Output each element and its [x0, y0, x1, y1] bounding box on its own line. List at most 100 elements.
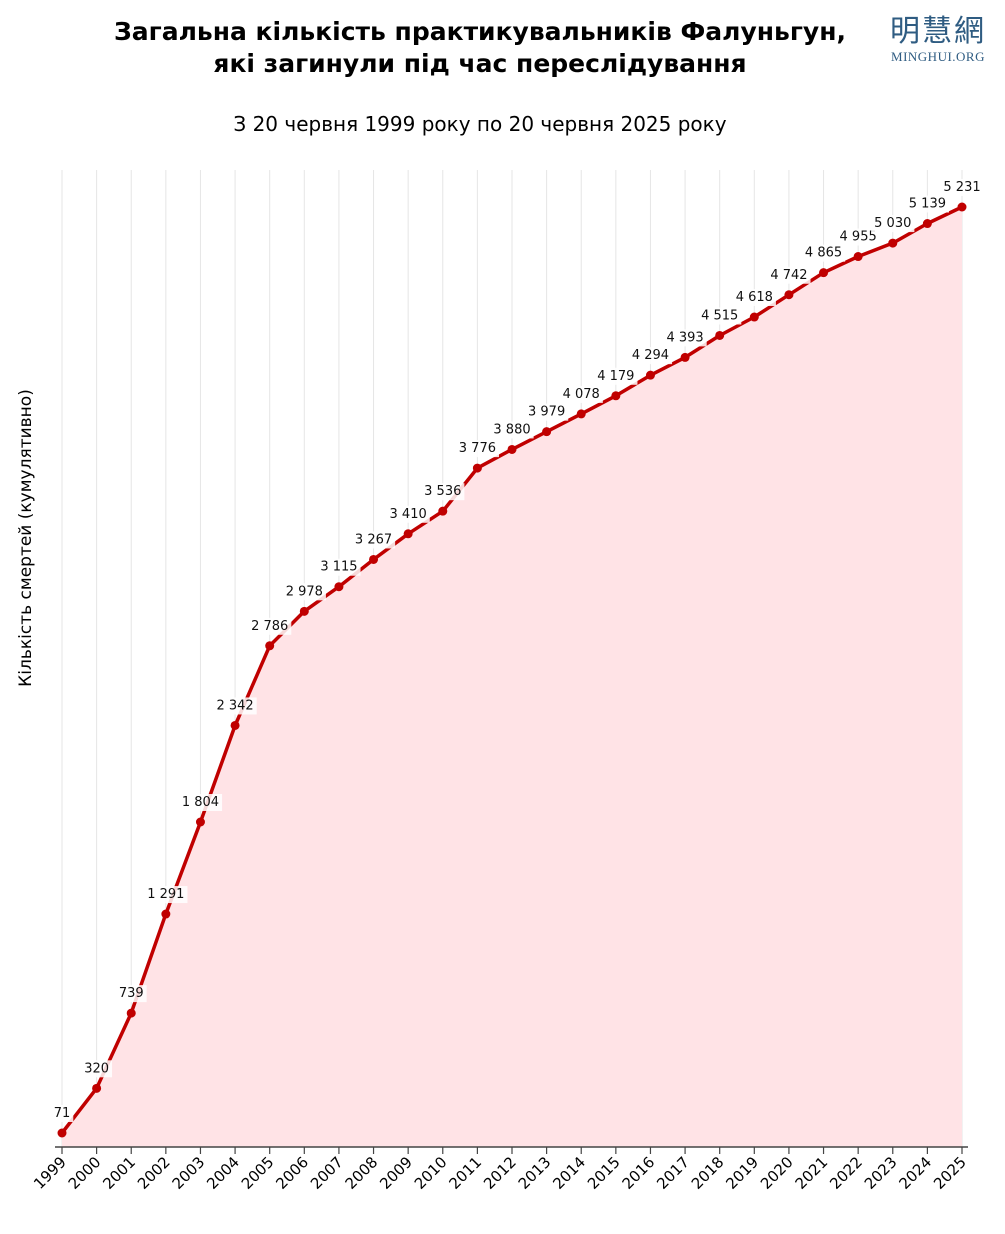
data-label-2007: 3 115: [317, 558, 361, 576]
data-point-2000: [92, 1083, 102, 1093]
data-label-text-2008: 3 267: [355, 532, 392, 547]
data-label-text-2009: 3 410: [390, 507, 427, 522]
data-point-2011: [472, 463, 482, 473]
x-tick-label-2002: 2002: [134, 1153, 174, 1193]
data-label-bg-2003: [178, 794, 223, 812]
data-label-text-2006: 2 978: [286, 584, 323, 599]
data-label-bg-2020: [767, 266, 811, 284]
data-labels: 71 320 739 1 291 1 804 2 342 2 786 2 978 3 115 3 …: [50, 179, 984, 1122]
data-label-text-2010: 3 536: [424, 484, 461, 499]
data-label-text-2024: 5 139: [909, 197, 946, 212]
x-tick-label-2005: 2005: [238, 1153, 278, 1193]
data-label-2018: 4 515: [698, 307, 742, 325]
chart-subtitle: З 20 червня 1999 року по 20 червня 2025 …: [233, 112, 727, 136]
data-point-2023: [888, 238, 898, 248]
x-tick-label-2017: 2017: [653, 1153, 693, 1193]
data-label-bg-2006: [282, 583, 326, 601]
data-point-2015: [611, 391, 621, 401]
data-label-text-2001: 739: [119, 986, 144, 1001]
data-label-text-2011: 3 776: [459, 441, 496, 456]
x-tick-label-2020: 2020: [757, 1153, 797, 1193]
data-point-2022: [853, 252, 863, 262]
data-label-text-1999: 71: [54, 1106, 71, 1121]
x-tick-label-2008: 2008: [342, 1153, 382, 1193]
data-points: [57, 202, 967, 1138]
data-point-2005: [265, 641, 275, 651]
data-label-2016: 4 294: [628, 347, 673, 365]
data-label-2012: 3 880: [490, 421, 534, 439]
data-label-2008: 3 267: [351, 531, 396, 549]
x-tick-label-2025: 2025: [930, 1153, 970, 1193]
data-label-2021: 4 865: [801, 244, 846, 262]
data-label-text-2007: 3 115: [320, 560, 357, 575]
data-label-bg-2016: [628, 347, 673, 365]
data-label-bg-2007: [317, 558, 361, 576]
data-label-1999: 71: [50, 1105, 74, 1122]
data-label-2002: 1 291: [144, 886, 188, 904]
data-label-text-2000: 320: [84, 1061, 109, 1076]
y-axis-label: Кількість смертей (кумулятивно): [16, 389, 36, 687]
x-tick-label-2021: 2021: [792, 1153, 832, 1193]
data-label-bg-2009: [386, 505, 430, 523]
data-point-2008: [369, 554, 379, 564]
data-label-bg-2025: [940, 179, 984, 196]
data-label-text-2022: 4 955: [840, 230, 877, 245]
data-label-bg-2001: [115, 985, 147, 1003]
data-point-2009: [403, 529, 413, 539]
data-label-text-2005: 2 786: [251, 619, 288, 634]
data-label-2011: 3 776: [455, 440, 499, 458]
data-label-text-2002: 1 291: [147, 887, 184, 902]
data-point-2002: [161, 909, 171, 919]
data-label-2001: 739: [115, 985, 147, 1003]
data-point-2024: [922, 219, 932, 229]
data-point-2004: [230, 720, 240, 730]
data-point-2007: [334, 582, 344, 592]
data-point-2017: [680, 352, 690, 362]
x-tick-labels: 1999200020012002200320042005200620072008…: [30, 1153, 970, 1193]
data-point-2001: [126, 1008, 136, 1018]
x-axis-ticks: [61, 1147, 963, 1154]
data-label-2014: 4 078: [559, 385, 603, 403]
data-point-2025: [957, 202, 967, 212]
data-label-2020: 4 742: [767, 266, 811, 284]
x-tick-label-2012: 2012: [480, 1153, 520, 1193]
x-tick-label-2011: 2011: [445, 1153, 485, 1193]
data-label-bg-2004: [213, 697, 257, 715]
data-label-2015: 4 179: [594, 367, 638, 385]
x-tick-label-2007: 2007: [307, 1153, 347, 1193]
x-tick-label-2014: 2014: [549, 1153, 589, 1193]
data-label-text-2018: 4 515: [701, 308, 738, 323]
data-label-2010: 3 536: [421, 483, 465, 501]
data-label-bg-2024: [905, 195, 949, 213]
data-point-2018: [715, 330, 725, 340]
data-label-bg-2018: [698, 307, 742, 325]
data-label-2013: 3 979: [525, 403, 569, 421]
data-label-2017: 4 393: [663, 329, 707, 347]
data-label-bg-2010: [421, 483, 465, 501]
chart-title-line-2: які загинули під час переслідування: [213, 49, 747, 78]
data-label-bg-2014: [559, 385, 603, 403]
data-point-2021: [819, 268, 829, 278]
data-label-2019: 4 618: [732, 289, 776, 307]
area-fill: [62, 207, 962, 1147]
x-tick-label-2004: 2004: [203, 1153, 243, 1193]
data-label-bg-2011: [455, 440, 499, 458]
x-tick-label-2022: 2022: [826, 1153, 866, 1193]
data-label-2025: 5 231: [940, 179, 984, 196]
data-point-2016: [645, 370, 655, 380]
x-tick-label-2013: 2013: [515, 1153, 555, 1193]
x-tick-label-2023: 2023: [861, 1153, 901, 1193]
data-label-bg-2000: [81, 1060, 113, 1078]
data-label-2009: 3 410: [386, 505, 430, 523]
data-label-text-2003: 1 804: [182, 795, 219, 810]
data-label-bg-2013: [525, 403, 569, 421]
x-tick-label-2009: 2009: [376, 1153, 416, 1193]
x-tick-label-2000: 2000: [65, 1153, 105, 1193]
data-label-bg-2012: [490, 421, 534, 439]
data-label-2023: 5 030: [871, 215, 915, 233]
data-label-text-2020: 4 742: [770, 268, 807, 283]
data-label-bg-2017: [663, 329, 707, 347]
x-tick-label-2019: 2019: [722, 1153, 762, 1193]
data-label-bg-1999: [50, 1105, 74, 1122]
